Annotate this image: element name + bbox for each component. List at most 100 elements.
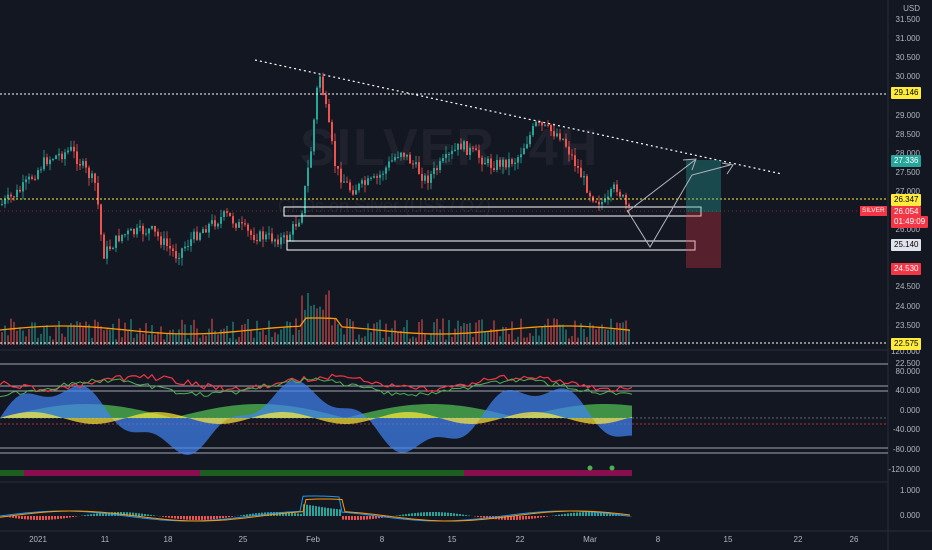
trend-strip-segment: [320, 470, 328, 476]
macd-histogram-bar: [546, 516, 548, 517]
price-axis-tick: 28.000: [895, 148, 920, 158]
macd-histogram-bar: [222, 516, 224, 519]
macd-histogram-bar: [315, 506, 317, 516]
candle-body: [130, 228, 132, 231]
trend-strip-segment: [576, 470, 584, 476]
trend-strip-segment: [176, 470, 184, 476]
level-tag-29146[interactable]: 29.146: [891, 87, 922, 99]
macd-histogram-bar: [324, 507, 326, 516]
volume-bar: [262, 329, 264, 345]
trend-strip-segment: [192, 470, 200, 476]
candle-body: [256, 240, 258, 242]
macd-histogram-bar: [246, 514, 248, 516]
macd-histogram-bar: [567, 513, 569, 516]
macd-histogram-bar: [150, 514, 152, 516]
volume-bar: [241, 324, 243, 345]
macd-histogram-bar: [168, 516, 170, 518]
last-price-tag[interactable]: 26.054: [891, 206, 922, 218]
candle-body: [85, 161, 87, 168]
macd-histogram-bar: [558, 514, 560, 516]
level-tag-25140[interactable]: 25.140: [891, 239, 922, 251]
candle-body: [211, 220, 213, 224]
time-axis-tick: Mar: [583, 535, 597, 544]
macd-histogram-bar: [405, 514, 407, 516]
volume-bar: [613, 329, 615, 345]
volume-bar: [445, 339, 447, 345]
trend-strip-segment: [152, 470, 160, 476]
macd-histogram-bar: [375, 516, 377, 519]
candle-body: [370, 177, 372, 179]
level-tag-22575[interactable]: 22.575: [891, 338, 922, 350]
trend-strip-segment: [280, 470, 288, 476]
target-tag-27336[interactable]: 27.336: [891, 155, 922, 167]
trend-strip-segment: [568, 470, 576, 476]
trend-strip-segment: [48, 470, 56, 476]
candle-body: [589, 192, 591, 197]
volume-bar: [154, 334, 156, 345]
volume-bar: [316, 308, 318, 345]
candle-body: [145, 233, 147, 235]
trend-strip-segment: [160, 470, 168, 476]
macd-histogram-bar: [12, 516, 14, 518]
level-tag-26347[interactable]: 26.347: [891, 194, 922, 206]
candle-body: [208, 223, 210, 233]
volume-bar: [535, 328, 537, 345]
candle-body: [340, 168, 342, 183]
volume-bar: [598, 327, 600, 345]
trend-strip-segment: [488, 470, 496, 476]
candle-body: [376, 176, 378, 178]
osc-axis-tick: -40.000: [892, 425, 920, 435]
candle-body: [295, 224, 297, 227]
candle-body: [601, 201, 603, 205]
candle-body: [121, 234, 123, 242]
macd-histogram-bar: [210, 516, 212, 520]
long-position-stop-zone: [686, 212, 721, 268]
trend-strip-segment: [344, 470, 352, 476]
support-zone-box: [286, 240, 696, 251]
candle-body: [217, 223, 219, 227]
trend-strip-segment: [624, 470, 632, 476]
volume-bar: [259, 331, 261, 345]
macd-histogram-bar: [525, 516, 527, 520]
volume-bar: [370, 332, 372, 345]
candle-body: [172, 248, 174, 251]
symbol-tag[interactable]: SILVER: [860, 206, 887, 216]
volume-bar: [40, 333, 42, 345]
stop-tag-24530[interactable]: 24.530: [891, 263, 922, 275]
volume-bar: [514, 339, 516, 345]
macd-histogram-bar: [228, 516, 230, 518]
volume-bar: [409, 338, 411, 345]
candle-body: [412, 163, 414, 165]
macd-histogram-bar: [198, 516, 200, 520]
volume-bar: [223, 328, 225, 345]
volume-bar: [541, 327, 543, 345]
macd-histogram-bar: [90, 514, 92, 516]
volume-bar: [532, 335, 534, 345]
price-axis-tick: 22.500: [895, 358, 920, 368]
trend-strip-segment: [64, 470, 72, 476]
candle-body: [445, 154, 447, 159]
macd-histogram-bar: [144, 514, 146, 516]
time-axis-tick: 18: [163, 535, 173, 544]
candle-body: [604, 199, 606, 202]
volume-bar: [334, 318, 336, 345]
volume-bar: [97, 321, 99, 345]
candle-body: [106, 246, 108, 259]
trend-strip-segment: [288, 470, 296, 476]
macd-axis-tick: 0.000: [899, 511, 920, 520]
candle-body: [526, 144, 528, 149]
macd-histogram-bar: [129, 512, 131, 516]
trend-strip-segment: [128, 470, 136, 476]
macd-histogram-bar: [36, 516, 38, 520]
volume-bar: [439, 329, 441, 345]
candle-body: [502, 159, 504, 167]
volume-bar: [193, 319, 195, 345]
macd-histogram-bar: [441, 512, 443, 516]
time-axis-tick: 15: [723, 535, 733, 544]
volume-bar: [415, 337, 417, 345]
candle-body: [430, 173, 432, 183]
candle-body: [610, 189, 612, 197]
candle-body: [118, 235, 120, 242]
trend-strip-segment: [16, 470, 24, 476]
